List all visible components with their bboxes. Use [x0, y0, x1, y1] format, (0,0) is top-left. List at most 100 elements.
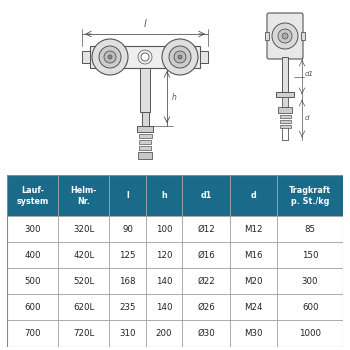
Text: d1: d1	[201, 191, 212, 200]
Text: 140: 140	[156, 303, 172, 312]
Bar	[137, 126, 153, 132]
Bar	[141, 112, 148, 126]
Bar	[277, 294, 343, 321]
Bar	[230, 321, 277, 346]
Text: 700: 700	[24, 329, 41, 338]
Bar	[7, 242, 58, 268]
Bar	[277, 321, 343, 346]
Circle shape	[169, 46, 191, 68]
Bar	[109, 294, 146, 321]
Text: Ø16: Ø16	[197, 251, 215, 260]
Text: 140: 140	[156, 277, 172, 286]
Bar	[7, 216, 58, 242]
Text: M20: M20	[244, 277, 263, 286]
Bar	[230, 242, 277, 268]
Text: 120: 120	[156, 251, 172, 260]
Bar	[277, 242, 343, 268]
Bar	[58, 321, 109, 346]
Text: 310: 310	[119, 329, 136, 338]
Bar	[7, 175, 58, 216]
Bar	[109, 216, 146, 242]
Text: h: h	[161, 191, 167, 200]
Text: 600: 600	[24, 303, 41, 312]
Bar	[146, 321, 182, 346]
Bar	[7, 294, 58, 321]
Bar	[58, 175, 109, 216]
Bar	[109, 175, 146, 216]
Text: 150: 150	[302, 251, 318, 260]
Text: M24: M24	[244, 303, 263, 312]
Text: 600: 600	[302, 303, 318, 312]
Text: 300: 300	[24, 225, 41, 234]
Circle shape	[141, 53, 149, 61]
Text: 320L: 320L	[73, 225, 94, 234]
Text: Helm-
Nr.: Helm- Nr.	[70, 186, 97, 206]
Text: Lauf-
system: Lauf- system	[16, 186, 49, 206]
Bar	[82, 51, 90, 63]
Text: Ø22: Ø22	[197, 277, 215, 286]
Text: d: d	[251, 191, 257, 200]
Bar	[182, 294, 230, 321]
Bar	[182, 216, 230, 242]
Text: 1000: 1000	[299, 329, 321, 338]
Bar	[182, 175, 230, 216]
Text: 620L: 620L	[73, 303, 94, 312]
Bar	[301, 32, 305, 40]
Text: 500: 500	[24, 277, 41, 286]
Text: Tragkraft
p. St./kg: Tragkraft p. St./kg	[289, 186, 331, 206]
Bar	[277, 268, 343, 294]
Text: M30: M30	[244, 329, 263, 338]
Bar	[230, 216, 277, 242]
Text: h: h	[172, 92, 177, 102]
Text: d1: d1	[305, 71, 314, 77]
Bar	[139, 134, 152, 138]
Text: M12: M12	[244, 225, 263, 234]
Text: 85: 85	[304, 225, 316, 234]
Bar	[58, 268, 109, 294]
Circle shape	[99, 46, 121, 68]
Bar	[7, 321, 58, 346]
Bar	[230, 294, 277, 321]
Bar	[90, 46, 200, 68]
Bar	[230, 268, 277, 294]
Circle shape	[174, 51, 186, 63]
Bar	[200, 51, 208, 63]
Text: l: l	[126, 191, 129, 200]
Circle shape	[104, 51, 116, 63]
Bar	[280, 114, 290, 118]
Text: M16: M16	[244, 251, 263, 260]
Bar	[278, 107, 292, 113]
Bar	[146, 175, 182, 216]
Bar	[265, 32, 269, 40]
Bar	[280, 119, 290, 123]
Text: 400: 400	[24, 251, 41, 260]
Bar	[182, 321, 230, 346]
Bar	[182, 242, 230, 268]
FancyBboxPatch shape	[267, 13, 303, 59]
Text: 200: 200	[156, 329, 172, 338]
Circle shape	[92, 39, 128, 75]
Text: 125: 125	[119, 251, 136, 260]
Text: 420L: 420L	[73, 251, 94, 260]
Bar	[146, 268, 182, 294]
Circle shape	[278, 29, 292, 43]
Bar	[140, 68, 150, 112]
Text: 300: 300	[302, 277, 318, 286]
Bar	[146, 242, 182, 268]
Text: 90: 90	[122, 225, 133, 234]
Text: 168: 168	[119, 277, 136, 286]
Circle shape	[162, 39, 198, 75]
Circle shape	[108, 55, 112, 59]
Bar	[282, 97, 288, 107]
Text: Ø12: Ø12	[197, 225, 215, 234]
Bar	[139, 140, 151, 144]
Bar	[277, 216, 343, 242]
Text: Ø26: Ø26	[197, 303, 215, 312]
Bar	[109, 268, 146, 294]
Text: Ø30: Ø30	[197, 329, 215, 338]
Circle shape	[272, 23, 298, 49]
Text: l: l	[144, 19, 146, 29]
Circle shape	[178, 55, 182, 59]
Bar	[7, 268, 58, 294]
Bar	[277, 175, 343, 216]
